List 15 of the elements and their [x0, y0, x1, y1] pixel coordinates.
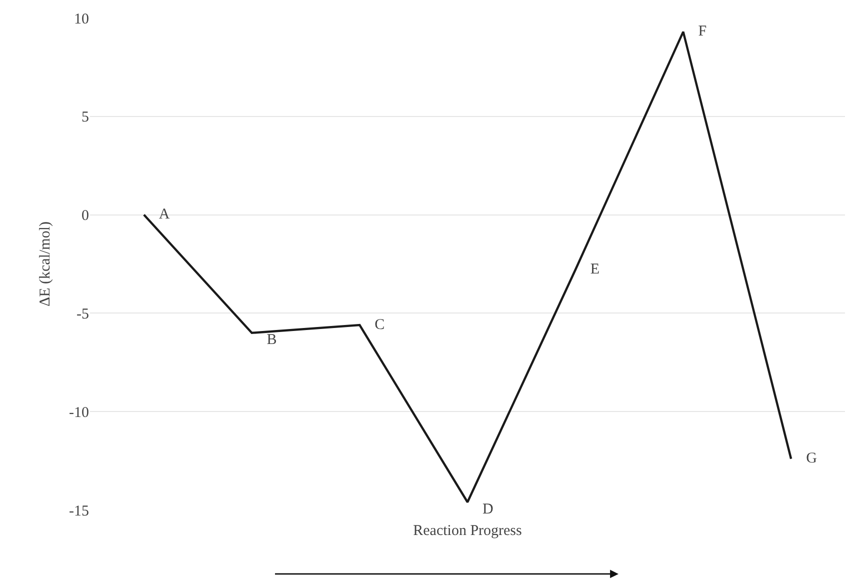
- y-tick-label: -15: [69, 503, 89, 520]
- x-tick-label: C: [360, 316, 385, 333]
- x-tick-label: B: [252, 332, 277, 348]
- x-tick-label: E: [575, 262, 600, 278]
- y-tick-label: 5: [82, 110, 89, 126]
- y-axis-title: ΔE (kcal/mol): [37, 221, 54, 307]
- x-tick-label: D: [468, 501, 494, 518]
- x-tick-label: A: [144, 206, 170, 223]
- y-tick-label: -5: [76, 306, 89, 322]
- y-tick-label: 0: [82, 208, 89, 224]
- y-tick-label: -10: [69, 404, 89, 421]
- x-tick-label: G: [791, 450, 818, 467]
- x-axis-title: Reaction Progress: [413, 523, 522, 539]
- y-tick-label: 10: [74, 11, 89, 28]
- x-tick-label: F: [683, 24, 707, 40]
